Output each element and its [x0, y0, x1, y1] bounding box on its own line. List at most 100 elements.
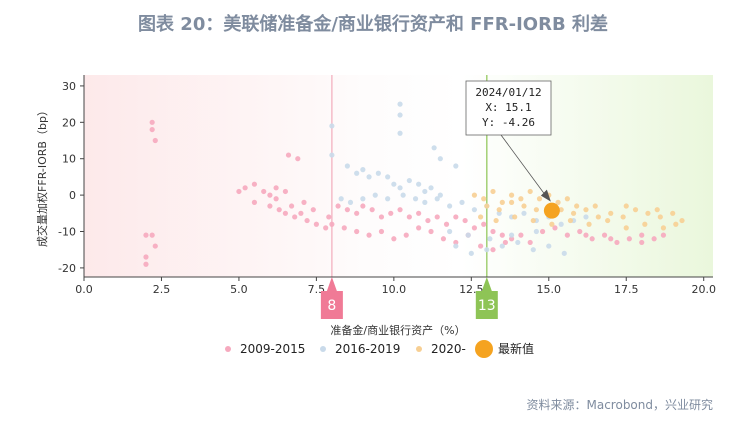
point-2009-2015-13 — [273, 185, 279, 191]
y-tick-label: 30 — [62, 80, 76, 93]
point-2009-2015-14 — [282, 188, 289, 195]
point-2009-2015-57 — [378, 228, 385, 235]
x-tick-label: 7.5 — [308, 283, 326, 296]
point-2020--14 — [508, 199, 515, 205]
marker-badge-13 — [475, 277, 498, 319]
point-2009-2015-48 — [481, 221, 487, 227]
point-2009-2015-46 — [462, 217, 468, 224]
point-2020--39 — [605, 217, 611, 224]
point-2016-2019-24 — [372, 192, 378, 198]
point-2016-2019-46 — [515, 239, 521, 246]
point-2009-2015-31 — [329, 221, 335, 227]
point-2009-2015-78 — [660, 232, 667, 238]
point-2009-2015-26 — [273, 196, 279, 202]
tooltip-box — [465, 80, 552, 136]
point-2009-2015-30 — [326, 214, 332, 220]
point-2009-2015-74 — [614, 239, 620, 246]
point-2016-2019-52 — [487, 236, 493, 242]
point-2016-2019-9 — [397, 185, 403, 191]
point-2016-2019-19 — [437, 156, 443, 162]
x-tick-label: 20.0 — [691, 283, 716, 296]
point-2009-2015-68 — [539, 228, 546, 235]
point-2009-2015-36 — [369, 207, 375, 213]
point-2016-2019-18 — [431, 145, 437, 151]
point-2016-2019-54 — [533, 228, 539, 235]
point-2016-2019-47 — [530, 247, 536, 253]
point-2009-2015-32 — [335, 203, 341, 209]
y-tick-label: 20 — [62, 116, 76, 129]
point-2020--19 — [570, 210, 577, 216]
point-2020--29 — [592, 203, 598, 209]
point-2020--35 — [530, 217, 536, 224]
legend-dot-latest — [475, 340, 493, 358]
point-2020--40 — [623, 225, 629, 231]
point-2020--34 — [512, 214, 518, 220]
point-2009-2015-1 — [149, 126, 155, 133]
marker-label-13: 13 — [478, 298, 496, 314]
point-2009-2015-4 — [149, 232, 155, 238]
point-2009-2015-50 — [499, 232, 505, 238]
legend-dot-2016-2019 — [320, 346, 326, 352]
point-2009-2015-15 — [285, 152, 292, 158]
legend: 2009-2015 2016-2019 2020- 最新值 — [225, 340, 534, 358]
point-2009-2015-42 — [425, 217, 431, 224]
point-2009-2015-72 — [589, 236, 595, 242]
point-2009-2015-59 — [403, 232, 409, 238]
point-2009-2015-21 — [292, 214, 298, 220]
point-2020--9 — [555, 199, 561, 205]
tooltip: 2024/01/12 X: 15.1 Y: -4.26 — [465, 80, 552, 202]
point-2016-2019-21 — [338, 196, 344, 202]
point-2009-2015-44 — [443, 221, 450, 227]
point-2009-2015-71 — [577, 228, 583, 235]
point-2020--32 — [478, 214, 484, 220]
point-2016-2019-48 — [546, 243, 552, 249]
point-2009-2015-65 — [478, 243, 484, 249]
x-axis-label: 准备金/商业银行资产（%） — [330, 323, 465, 337]
point-2009-2015-45 — [453, 214, 459, 220]
legend-dot-2009-2015 — [225, 346, 231, 352]
point-2009-2015-8 — [236, 188, 242, 195]
point-2009-2015-19 — [276, 207, 282, 213]
point-2009-2015-16 — [295, 156, 301, 162]
point-2020--18 — [558, 207, 564, 213]
point-2016-2019-25 — [385, 196, 391, 202]
point-2009-2015-37 — [378, 214, 385, 220]
point-2016-2019-23 — [360, 196, 366, 202]
point-2009-2015-67 — [502, 239, 508, 246]
point-2016-2019-43 — [468, 250, 474, 256]
point-2020--30 — [623, 203, 629, 209]
legend-label-2009-2015: 2009-2015 — [240, 342, 305, 356]
point-2009-2015-56 — [366, 232, 372, 238]
tooltip-arrow-icon — [540, 189, 551, 202]
point-2016-2019-45 — [499, 243, 505, 249]
y-tick-label: 10 — [62, 153, 76, 166]
x-tick-label: 2.5 — [153, 283, 171, 296]
point-2009-2015-54 — [341, 225, 347, 231]
x-tick-label: 10.0 — [382, 283, 407, 296]
point-2009-2015-33 — [344, 207, 350, 213]
point-2016-2019-50 — [447, 228, 453, 235]
point-2016-2019-7 — [385, 174, 391, 180]
point-2016-2019-11 — [416, 181, 422, 187]
point-2016-2019-42 — [453, 243, 459, 249]
point-2009-2015-62 — [440, 236, 447, 242]
point-2009-2015-5 — [143, 254, 149, 260]
point-2009-2015-49 — [490, 228, 496, 235]
y-tick-label: 0 — [69, 189, 76, 202]
point-2009-2015-0 — [149, 119, 155, 125]
legend-label-2020: 2020- — [431, 342, 466, 356]
x-tick-label: 15.0 — [537, 283, 562, 296]
point-2020--13 — [496, 207, 502, 213]
point-2009-2015-51 — [508, 236, 515, 242]
marker-badges: 8 13 — [320, 277, 498, 319]
point-2009-2015-60 — [416, 225, 422, 231]
tooltip-x-value: X: 15.1 — [485, 101, 531, 114]
point-2020--22 — [608, 210, 614, 216]
point-2009-2015-77 — [651, 236, 657, 242]
point-2020--12 — [484, 203, 490, 209]
point-2009-2015-22 — [298, 210, 304, 216]
point-2016-2019-20 — [453, 163, 459, 169]
point-2016-2019-22 — [347, 199, 354, 205]
point-2009-2015-34 — [354, 210, 360, 216]
